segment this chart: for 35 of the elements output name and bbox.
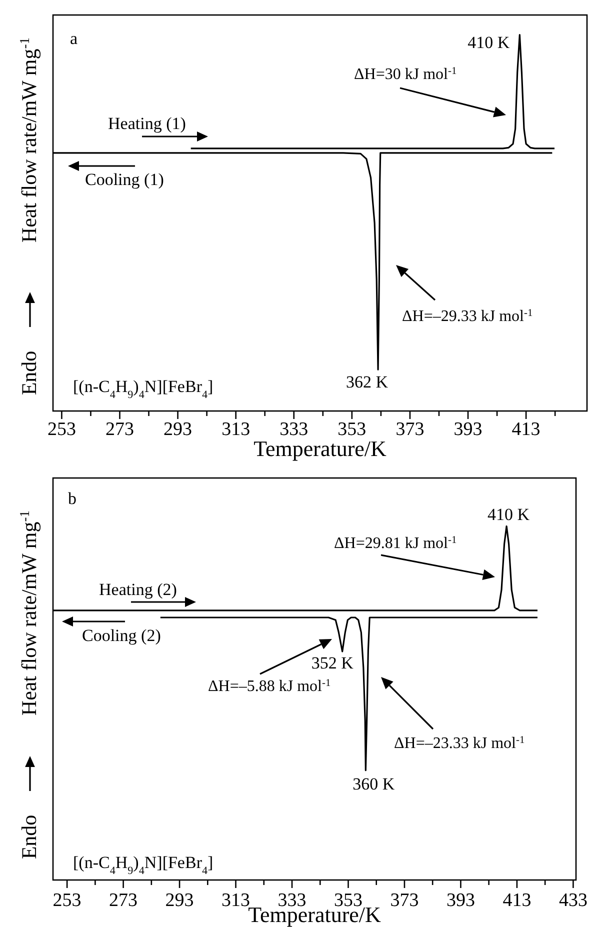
x-tick-label: 373 [396,419,424,440]
annotation: ΔH=29.81 kJ mol$^{-1}$ [334,534,457,552]
series-label: Heating (2) [99,580,177,599]
text: Endo [17,350,41,396]
text: [(n-C$_{4}$H$_{9}$)$_{4}$N][FeBr$_{4}$] [73,377,214,401]
x-tick-label: 273 [106,419,134,440]
annotation: ΔH=–29.33 kJ mol$^{-1}$ [402,308,533,325]
annotation: ΔH=–23.33 kJ mol$^{-1}$ [394,734,525,752]
x-tick-label: 393 [454,419,482,440]
annotation: ΔH=–5.88 kJ mol$^{-1}$ [208,678,331,695]
x-tick-label: 253 [47,419,76,440]
annotation: 360 K [352,774,396,794]
text: Endo [17,814,41,860]
x-tick-label: 293 [165,890,194,911]
legend-label: Cooling (2) [82,626,161,645]
x-tick-label: 413 [512,419,540,440]
text: [(n-C$_{4}$H$_{9}$)$_{4}$N][FeBr$_{4}$] [73,853,214,877]
x-tick-label: 353 [334,890,362,911]
annotation: 362 K [346,372,389,392]
x-tick-label: 393 [446,890,475,911]
legend-label: Cooling (1) [85,170,164,189]
x-tick-label: 313 [222,419,250,440]
x-tick-label: 373 [390,890,419,911]
x-tick-label: 433 [558,890,588,911]
annotation: a [70,29,78,48]
x-tick-label: 413 [502,890,532,911]
text: b [68,489,76,508]
series-label: Heating (1) [108,114,186,133]
x-tick-label: 253 [52,890,82,911]
annotation: 410 K [468,32,510,52]
x-tick-label: 273 [109,890,138,911]
annotation: 410 K [488,505,530,524]
annotation: ΔH=30 kJ mol$^{-1}$ [354,66,457,83]
x-tick-label: 293 [164,419,192,440]
annotation: 352 K [311,653,354,672]
